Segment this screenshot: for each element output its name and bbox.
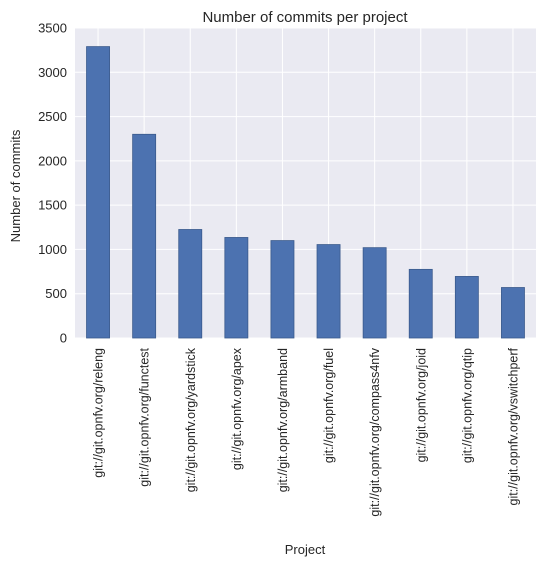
x-tick-label: git://git.opnfv.org/vswitchperf (506, 347, 520, 505)
plot-area: 0 500 1000 1500 2000 2500 3000 3500 git://git.op… (38, 21, 536, 517)
x-tick-label: git://git.opnfv.org/apex (230, 347, 244, 470)
y-tick-label: 3000 (38, 65, 67, 80)
bar (362, 247, 387, 339)
bar (501, 287, 525, 339)
x-axis-label: Project (285, 542, 326, 557)
y-tick-label: 500 (45, 286, 67, 301)
bar (224, 237, 249, 339)
y-tick-label: 2500 (38, 109, 67, 124)
y-tick-label: 3500 (38, 21, 67, 36)
y-tick-label: 0 (60, 331, 67, 346)
y-tick-label: 1500 (38, 198, 67, 213)
x-tick-label: git://git.opnfv.org/yardstick (184, 347, 198, 492)
bar (454, 276, 479, 339)
x-tick-label: git://git.opnfv.org/compass4nfv (368, 347, 382, 516)
bar (178, 229, 203, 339)
chart-title: Number of commits per project (202, 9, 408, 26)
x-tick-label: git://git.opnfv.org/qtip (460, 348, 474, 463)
x-tick-label: git://git.opnfv.org/releng (92, 348, 106, 478)
x-tick-label: git://git.opnfv.org/joid (414, 348, 428, 462)
bar (316, 244, 341, 339)
x-tick-label: git://git.opnfv.org/functest (138, 347, 152, 486)
bar (86, 46, 110, 339)
bar (270, 240, 295, 339)
x-tick-label: git://git.opnfv.org/fuel (322, 348, 336, 463)
bar (132, 133, 157, 339)
bar (408, 268, 433, 339)
x-tick-label: git://git.opnfv.org/armband (276, 348, 290, 492)
y-tick-label: 1000 (38, 242, 67, 257)
y-axis-label: Number of commits (8, 129, 23, 242)
y-tick-label: 2000 (38, 153, 67, 168)
